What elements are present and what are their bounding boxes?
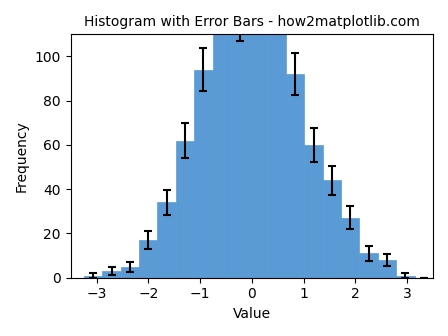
Bar [359, 253, 378, 278]
Bar [231, 17, 249, 278]
Bar [121, 267, 139, 278]
Bar [176, 140, 194, 278]
Bar [249, 0, 267, 278]
Bar [433, 276, 448, 278]
Bar [84, 276, 103, 278]
Bar [158, 203, 176, 278]
Bar [323, 180, 341, 278]
Bar [212, 0, 231, 278]
Bar [194, 70, 212, 278]
Bar [103, 271, 121, 278]
Bar [267, 0, 286, 278]
Bar [139, 240, 158, 278]
Title: Histogram with Error Bars - how2matplotlib.com: Histogram with Error Bars - how2matplotl… [84, 15, 420, 29]
X-axis label: Value: Value [233, 307, 271, 321]
Bar [286, 74, 304, 278]
Bar [341, 218, 359, 278]
Bar [378, 260, 396, 278]
Y-axis label: Frequency: Frequency [15, 120, 29, 192]
Bar [304, 145, 323, 278]
Bar [396, 276, 414, 278]
